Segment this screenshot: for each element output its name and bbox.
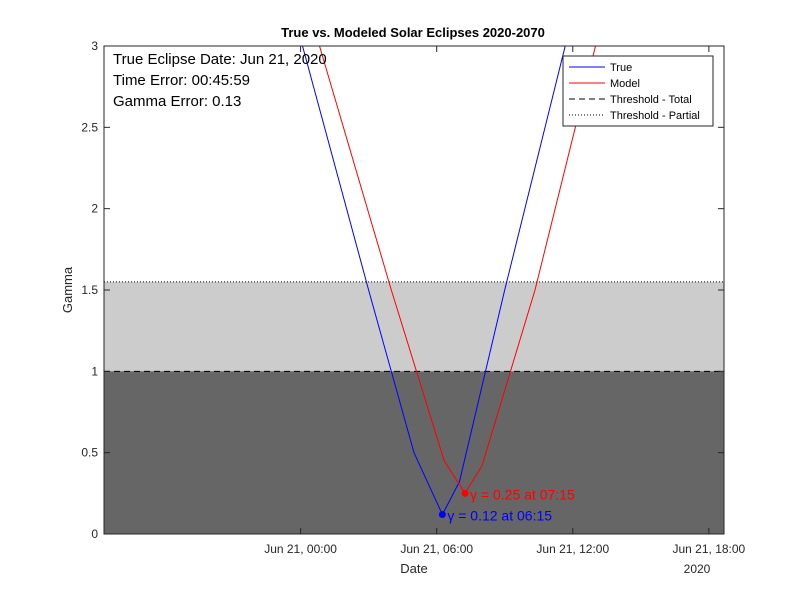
legend-items: True Model Threshold - Total Threshold - Pa… (569, 62, 700, 122)
min-point-model (461, 489, 469, 497)
y-tick-label: 2 (91, 202, 98, 216)
y-tick-label: 0.5 (81, 446, 98, 460)
y-tick-label: 1 (91, 364, 98, 378)
info-gamma-error: Gamma Error: 0.13 (113, 93, 241, 110)
legend: True Model Threshold - Total Threshold - Pa… (562, 55, 714, 127)
legend-box (562, 55, 714, 127)
min-annotation-model: γ = 0.25 at 07:15 (470, 486, 575, 502)
info-eclipse-date: True Eclipse Date: Jun 21, 2020 (113, 51, 327, 68)
plot-area: Jun 21, 00:00 Jun 21, 06:00 Jun 21, 12:00 J… (81, 39, 745, 556)
x-tick-label: Jun 21, 06:00 (400, 542, 473, 556)
y-tick-label: 2.5 (81, 120, 98, 134)
y-tick-label: 3 (91, 39, 98, 53)
x-tick-label: Jun 21, 00:00 (264, 542, 337, 556)
min-annotation-true: γ = 0.12 at 06:15 (447, 507, 552, 523)
y-tick-label: 1.5 (81, 283, 98, 297)
info-time-error: Time Error: 00:45:59 (113, 72, 250, 89)
x-axis-label: Date (400, 561, 427, 576)
y-axis-label: Gamma (60, 266, 75, 313)
legend-label: True (610, 62, 632, 74)
legend-label: Threshold - Total (610, 94, 692, 106)
min-point-true (438, 510, 446, 518)
x-tick-label: Jun 21, 18:00 (673, 542, 746, 556)
ticks-layer: Jun 21, 00:00 Jun 21, 06:00 Jun 21, 12:00 J… (81, 39, 745, 556)
x-tick-label: Jun 21, 12:00 (536, 542, 609, 556)
x-axis-year-label: 2020 (684, 562, 711, 576)
chart-title: True vs. Modeled Solar Eclipses 2020-207… (281, 25, 545, 40)
legend-label: Model (610, 78, 640, 90)
legend-label: Threshold - Partial (610, 110, 700, 122)
y-tick-label: 0 (91, 527, 98, 541)
